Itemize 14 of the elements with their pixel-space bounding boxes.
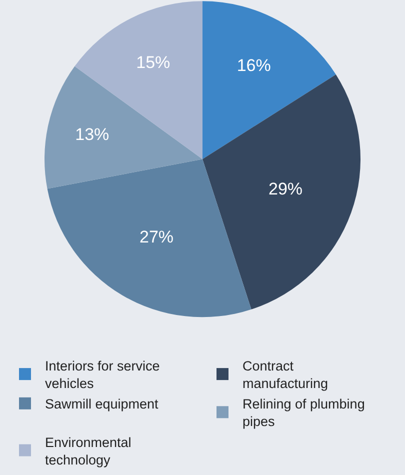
- data-label: 13%: [75, 124, 110, 144]
- data-label: 16%: [236, 56, 271, 76]
- legend-label: Interiors for service vehicles: [45, 358, 160, 392]
- legend-label: Contract manufacturing: [242, 358, 328, 392]
- legend-label: Sawmill equipment: [45, 396, 159, 412]
- pie-slice: [47, 159, 252, 317]
- pie-slice: [202, 74, 360, 310]
- pie-slice: [74, 1, 202, 160]
- legend-label: Environmental technology: [45, 434, 132, 468]
- data-label: 27%: [140, 227, 174, 246]
- data-label: 29%: [268, 180, 303, 199]
- data-label: 15%: [136, 52, 170, 72]
- legend-label: Relining of plumbing pipes: [242, 396, 365, 430]
- pie-slice: [202, 1, 336, 160]
